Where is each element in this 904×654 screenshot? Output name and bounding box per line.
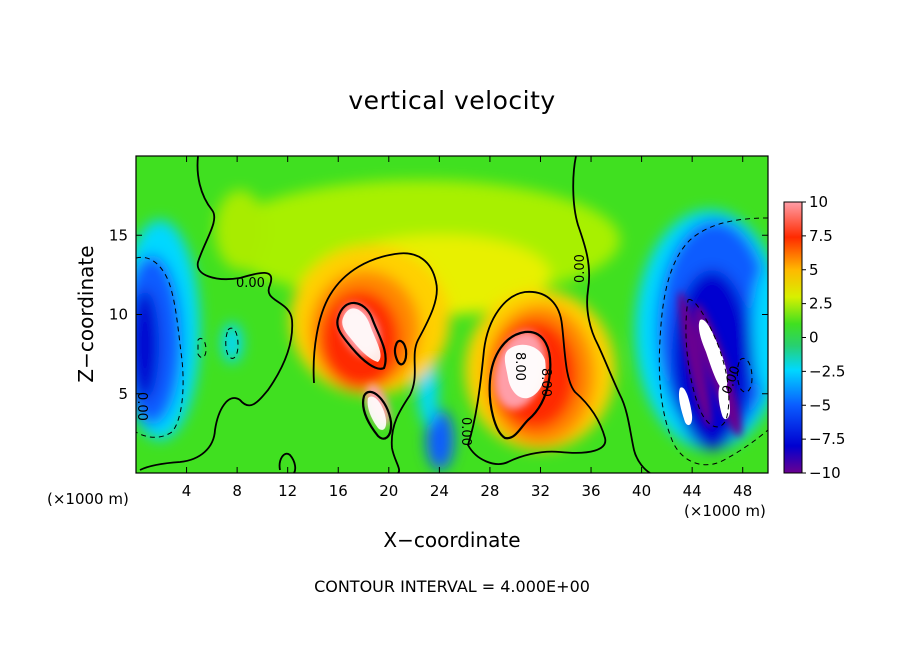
contour-8-updraft1-b (362, 390, 393, 440)
zero-contour-updraft2 (467, 291, 607, 465)
colorbar-label-0: 10 (809, 193, 828, 211)
neg-contour-small-1 (225, 327, 239, 359)
field-core-downdraft-c (718, 384, 730, 420)
neg-contour-left (136, 256, 184, 438)
colorbar-label-3: 2.5 (809, 295, 833, 313)
x-tick-label-36: 36 (581, 482, 600, 500)
chart-title: vertical velocity (348, 86, 556, 115)
x-unit-label-left: (×1000 m) (47, 490, 129, 508)
contour-8-updraft2 (488, 330, 552, 440)
neg-contour-small-2 (197, 337, 207, 358)
colorbar-label-5: −2.5 (809, 362, 845, 380)
x-tick-label-44: 44 (683, 482, 702, 500)
colorbar-gradient (783, 201, 803, 474)
field-core-updraft1-a (342, 308, 381, 362)
y-axis-label: Z−coordinate (74, 245, 98, 383)
field-cyan-patch-1 (222, 323, 242, 363)
contour-label-5: 0.00 (458, 417, 473, 446)
field-cyan-patch-2 (426, 410, 454, 470)
x-tick-label-28: 28 (480, 482, 499, 500)
colorbar-label-8: −10 (809, 464, 841, 482)
heatmap-field: 0.00 8.00 0.00 8.00 0.00 0.00 0.00 (134, 156, 768, 473)
colorbar-label-4: 0 (809, 329, 819, 347)
contour-8-updraft1-c (393, 339, 408, 366)
x-tick-label-48: 48 (733, 482, 752, 500)
x-unit-label-right: (×1000 m) (684, 502, 766, 520)
zero-contour-right (572, 156, 651, 473)
colorbar-label-7: −7.5 (809, 430, 845, 448)
field-core-downdraft-a (698, 319, 728, 390)
field-right-edge-cyan (753, 270, 768, 390)
y-axis: 5 10 15 (109, 226, 768, 403)
field-core-updraft1-b (367, 396, 387, 430)
contour-interval-footer: CONTOUR INTERVAL = 4.000E+00 (314, 577, 590, 596)
colorbar (783, 201, 803, 474)
field-left-light (215, 190, 265, 270)
field-core-downdraft-b (678, 387, 693, 426)
colorbar-label-6: −5 (809, 396, 831, 414)
colorbar-labels: 10 7.5 5 2.5 0 −2.5 −5 −7.5 −10 (802, 193, 845, 482)
x-tick-label-4: 4 (182, 482, 192, 500)
zero-contour-left (139, 156, 294, 471)
x-axis-label: X−coordinate (383, 528, 521, 552)
contour-label-4: 8.00 (512, 352, 527, 381)
x-tick-label-20: 20 (379, 482, 398, 500)
x-axis: 4 8 12 16 20 24 28 32 36 40 44 48 (182, 156, 752, 500)
neg-contour-small-3 (736, 357, 753, 393)
x-tick-label-12: 12 (278, 482, 297, 500)
zero-contour-center (312, 252, 438, 473)
neg-contour-right-inner (685, 299, 730, 428)
field-core-updraft2 (504, 344, 546, 399)
contour-label-2: 8.00 (538, 368, 553, 397)
contour-8-updraft1-a (336, 301, 387, 370)
neg-contour-right (658, 217, 768, 466)
x-tick-label-40: 40 (632, 482, 651, 500)
field-left-darkblue (136, 290, 159, 400)
x-tick-label-24: 24 (430, 482, 449, 500)
contour-label-1: 0.00 (236, 276, 265, 291)
colorbar-label-2: 5 (809, 261, 819, 279)
y-tick-label-15: 15 (109, 226, 128, 244)
y-tick-label-5: 5 (118, 385, 128, 403)
colorbar-label-1: 7.5 (809, 227, 833, 245)
field-right-purple-1 (678, 291, 712, 429)
y-tick-label-10: 10 (109, 306, 128, 324)
contour-label-6: 0.00 (134, 392, 149, 421)
x-tick-label-8: 8 (232, 482, 242, 500)
x-tick-label-32: 32 (531, 482, 550, 500)
zero-contour-small (278, 452, 297, 473)
contour-label-3: 0.00 (573, 254, 588, 283)
x-tick-label-16: 16 (329, 482, 348, 500)
